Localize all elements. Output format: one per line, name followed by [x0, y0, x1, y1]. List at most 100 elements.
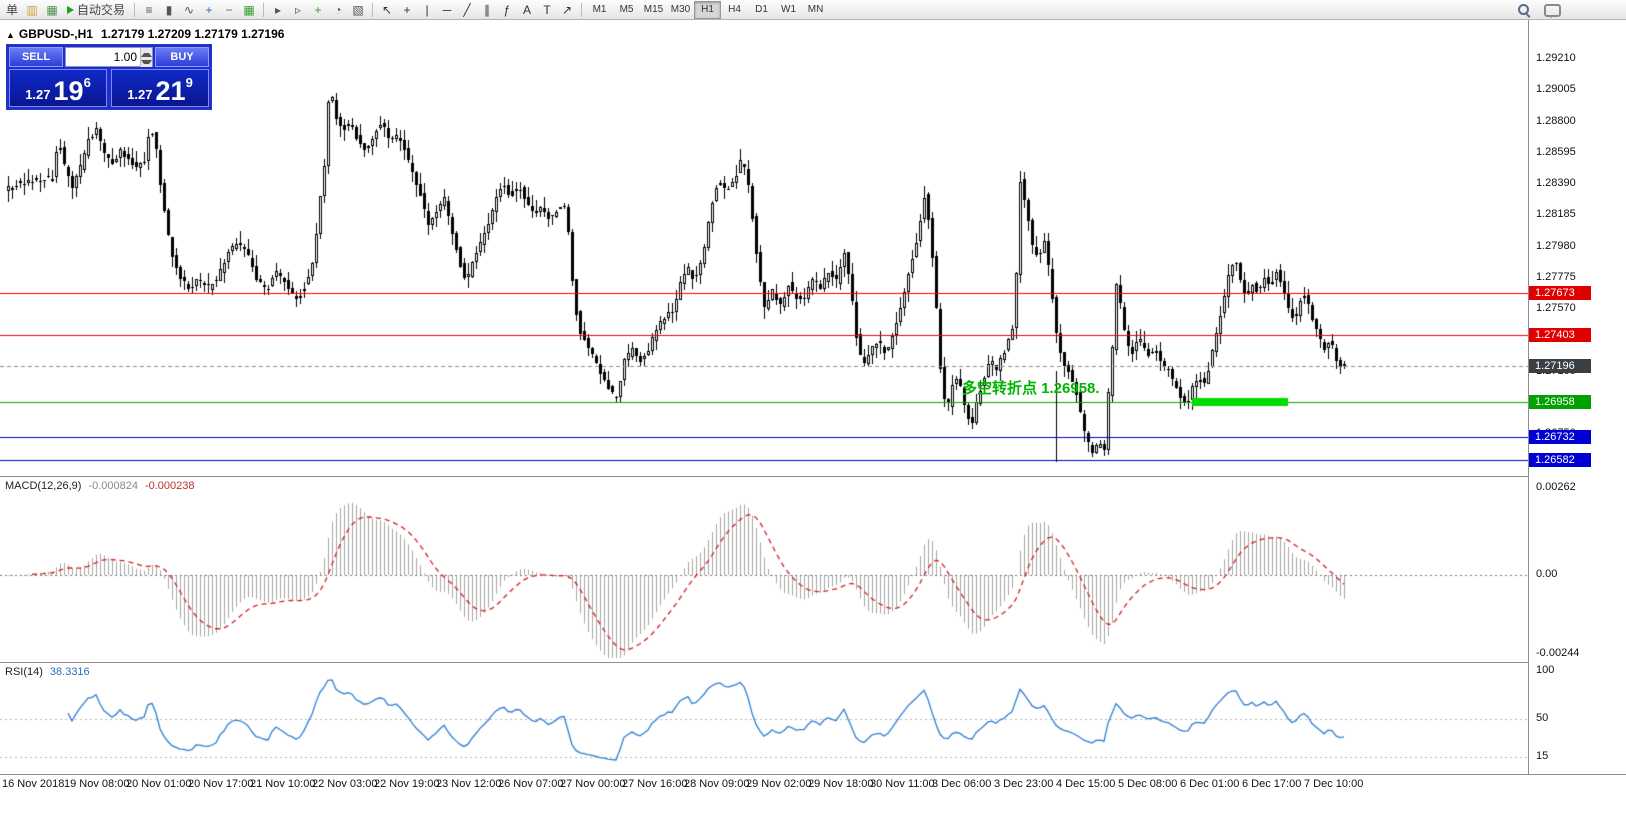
candlestick-chart-icon[interactable]: ▮ [165, 2, 173, 17]
vertical-line-icon[interactable]: | [425, 2, 429, 17]
bar-chart-icon[interactable]: ≡ [145, 2, 153, 17]
text-icon[interactable]: A [523, 2, 532, 17]
profiles-icon[interactable]: ▦ [46, 2, 58, 17]
time-axis-label: 19 Nov 08:00 [64, 778, 130, 790]
timeframe-m30-button[interactable]: M30 [670, 3, 691, 15]
one-click-collapse-icon[interactable]: ▲ [6, 30, 15, 40]
search-icon[interactable] [1515, 1, 1533, 19]
play-icon [67, 5, 74, 14]
pane-separator[interactable] [0, 662, 1626, 663]
cursor-icon[interactable]: ↖ [381, 2, 393, 17]
volume-spinner [140, 48, 152, 67]
timeframe-m1-button[interactable]: M1 [592, 3, 607, 15]
volume-input[interactable] [66, 48, 152, 66]
chart-shift-icon[interactable]: ▹ [295, 2, 302, 17]
macd-canvas[interactable] [0, 477, 1528, 663]
time-axis-label: 3 Dec 06:00 [932, 778, 992, 790]
arrows-icon[interactable]: ↗ [561, 2, 573, 17]
buy-price-sup: 9 [185, 75, 193, 90]
timeframe-m5-button[interactable]: M5 [619, 3, 634, 15]
time-axis-label: 22 Nov 19:00 [374, 778, 440, 790]
buy-button[interactable]: BUY [155, 47, 209, 67]
sell-price-sup: 6 [83, 75, 91, 90]
tile-windows-icon[interactable]: ▦ [243, 2, 255, 17]
time-axis-label: 22 Nov 03:00 [312, 778, 378, 790]
timeframe-mn-button[interactable]: MN [807, 3, 824, 15]
timeframe-m15-button[interactable]: M15 [643, 3, 664, 15]
time-axis-label: 7 Dec 10:00 [1304, 778, 1364, 790]
horizontal-line-icon[interactable]: ─ [442, 2, 452, 17]
label-icon[interactable]: T [543, 2, 551, 17]
time-axis-label: 23 Nov 12:00 [436, 778, 502, 790]
zoom-out-icon[interactable]: − [225, 2, 233, 17]
volume-down-button[interactable] [140, 57, 152, 67]
channel-icon[interactable]: ∥ [484, 2, 491, 17]
one-click-prices: 1.27 19 6 1.27 21 9 [9, 69, 209, 107]
price-scale[interactable]: 1.29210 1.29005 1.28800 1.28595 1.28390 1.281… [1528, 20, 1626, 774]
macd-label: MACD(12,26,9) -0.000824 -0.000238 [5, 480, 195, 492]
trendline-icon[interactable]: ╱ [463, 2, 471, 17]
time-axis-label: 4 Dec 15:00 [1056, 778, 1116, 790]
rsi-canvas[interactable] [0, 663, 1528, 774]
periods-icon[interactable]: ◔ [334, 2, 342, 17]
time-axis-label: 6 Dec 17:00 [1242, 778, 1302, 790]
timeframe-w1-button[interactable]: W1 [781, 3, 797, 15]
macd-scale-top: 0.00262 [1536, 481, 1576, 493]
price-tick-label: 1.29005 [1536, 83, 1576, 95]
macd-scale-bottom: -0.00244 [1536, 647, 1580, 659]
ohlc-values: 1.27179 1.27209 1.27179 1.27196 [100, 27, 285, 41]
price-tag: 1.26732 [1529, 430, 1591, 444]
price-tick-label: 1.28595 [1536, 146, 1576, 158]
price-tick-label: 1.28800 [1536, 115, 1576, 127]
buy-price-big: 21 [155, 76, 186, 106]
indicators-icon[interactable]: + [314, 2, 322, 17]
price-tick-label: 1.29210 [1536, 52, 1576, 64]
time-axis-label: 26 Nov 07:00 [498, 778, 564, 790]
price-chart-canvas[interactable] [0, 20, 1528, 477]
time-axis-label: 21 Nov 10:00 [250, 778, 316, 790]
pane-separator [0, 774, 1626, 775]
chat-icon[interactable] [1543, 1, 1561, 19]
price-tick-label: 1.27775 [1536, 271, 1576, 283]
time-axis-label: 20 Nov 01:00 [126, 778, 192, 790]
timeframe-h1-button[interactable]: H1 [694, 0, 722, 19]
sell-button[interactable]: SELL [9, 47, 63, 67]
sell-price-big: 19 [53, 76, 84, 106]
templates-icon[interactable]: ▧ [352, 2, 364, 17]
chart-workspace: ▲ GBPUSD-,H1 1.27179 1.27209 1.27179 1.271… [0, 20, 1626, 792]
new-order-button[interactable]: 单 [5, 3, 18, 17]
line-chart-icon[interactable]: ∿ [183, 2, 195, 17]
volume-up-button[interactable] [140, 48, 152, 57]
price-tick-label: 1.27570 [1536, 302, 1576, 314]
fibonacci-icon[interactable]: ƒ [503, 2, 511, 17]
rsi-scale-label: 100 [1536, 664, 1555, 676]
price-tag: 1.27673 [1529, 286, 1591, 300]
crosshair-icon[interactable]: + [403, 2, 411, 17]
time-axis-label: 6 Dec 01:00 [1180, 778, 1240, 790]
time-axis-label: 27 Nov 16:00 [622, 778, 688, 790]
toolbar-separator [134, 2, 136, 17]
macd-value-main: -0.000824 [88, 480, 138, 492]
macd-scale-zero: 0.00 [1536, 568, 1558, 580]
buy-price[interactable]: 1.27 21 9 [111, 69, 209, 107]
price-tag: 1.27403 [1529, 328, 1591, 342]
pane-separator[interactable] [0, 476, 1626, 477]
price-tick-label: 1.28185 [1536, 208, 1576, 220]
timeframe-d1-button[interactable]: D1 [755, 3, 768, 15]
price-tick-label: 1.27980 [1536, 240, 1576, 252]
zoom-in-icon[interactable]: + [205, 2, 213, 17]
pivot-annotation[interactable]: 多空转折点 1.26958. [962, 380, 1100, 397]
sell-price[interactable]: 1.27 19 6 [9, 69, 107, 107]
time-axis-label: 30 Nov 11:00 [870, 778, 935, 790]
price-tag: 1.26582 [1529, 453, 1591, 467]
auto-scroll-icon[interactable]: ▸ [275, 2, 282, 17]
time-axis-label: 29 Nov 18:00 [808, 778, 874, 790]
volume-field[interactable] [65, 47, 153, 67]
new-chart-icon[interactable]: ▥ [26, 2, 38, 17]
rsi-scale-label: 15 [1536, 750, 1549, 762]
autotrading-button[interactable]: 自动交易 [63, 1, 129, 19]
timeframe-h4-button[interactable]: H4 [728, 3, 741, 15]
time-axis[interactable]: 16 Nov 2018 19 Nov 08:00 20 Nov 01:00 20 No… [0, 775, 1626, 792]
